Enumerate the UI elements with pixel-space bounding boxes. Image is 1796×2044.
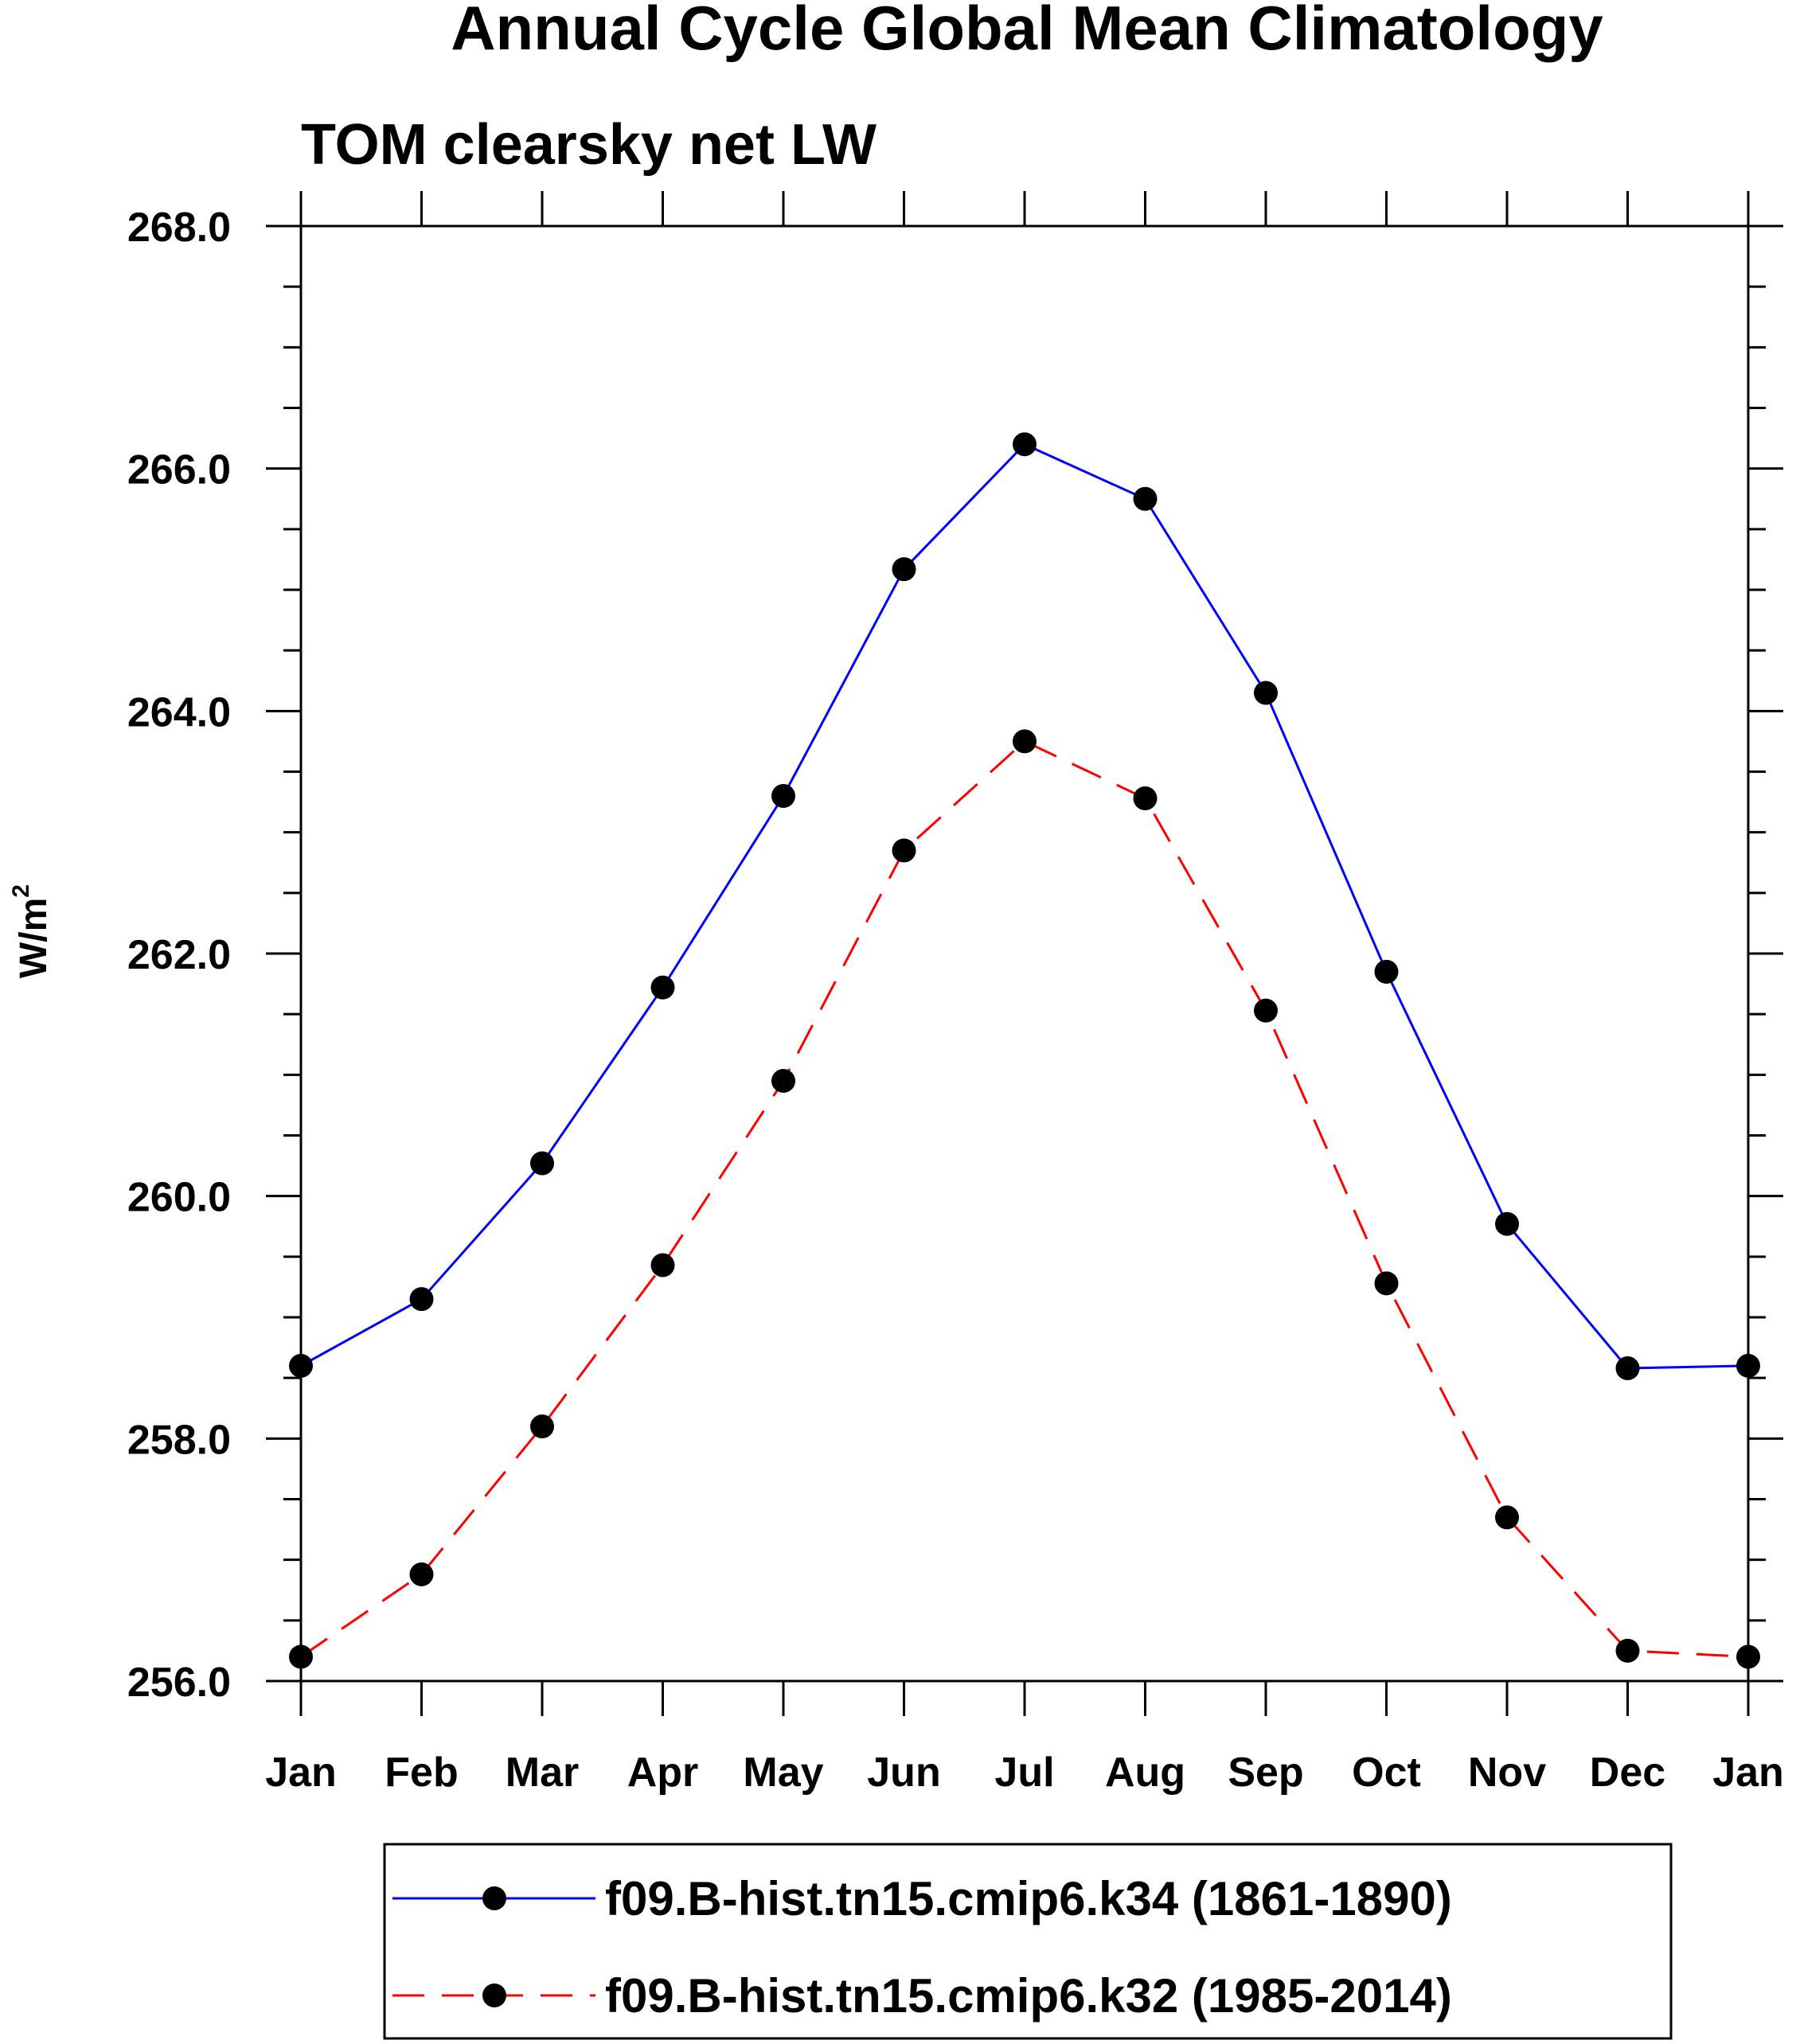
legend: f09.B-hist.tn15.cmip6.k34 (1861-1890) f09… xyxy=(383,1843,1673,2040)
y-tick-label: 266.0 xyxy=(127,447,231,493)
data-point xyxy=(1013,729,1037,754)
chart-title: Annual Cycle Global Mean Climatology xyxy=(451,0,1603,63)
x-tick-label: Sep xyxy=(1228,1749,1303,1796)
data-point xyxy=(1615,1356,1640,1380)
x-tick-label: Jul xyxy=(994,1749,1054,1796)
series-line-2 xyxy=(300,739,1749,1658)
y-axis-label-exponent: 2 xyxy=(8,884,34,898)
series-line-1 xyxy=(300,443,1749,1370)
legend-marker-2 xyxy=(482,1984,506,2007)
x-tick-label: Apr xyxy=(627,1749,699,1796)
data-point xyxy=(289,1644,313,1669)
data-point xyxy=(892,838,916,863)
data-point xyxy=(1495,1211,1519,1236)
data-point xyxy=(892,557,916,582)
data-point xyxy=(1254,998,1278,1023)
data-point xyxy=(1254,681,1278,705)
x-tick-label: Aug xyxy=(1105,1749,1185,1796)
x-tick-label: Jun xyxy=(867,1749,940,1796)
x-tick-label: Oct xyxy=(1352,1749,1421,1796)
y-axis-label-unit: W/m xyxy=(13,898,55,978)
data-point xyxy=(1133,786,1158,811)
legend-box xyxy=(383,1843,1673,2040)
x-tick-label: Feb xyxy=(385,1749,458,1796)
data-point xyxy=(1495,1505,1519,1530)
x-tick-label: Jan xyxy=(1712,1749,1784,1796)
data-point xyxy=(1374,959,1399,984)
chart-subtitle: TOM clearsky net LW xyxy=(301,113,877,177)
legend-marker-1 xyxy=(482,1886,506,1910)
legend-label-1: f09.B-hist.tn15.cmip6.k34 (1861-1890) xyxy=(605,1872,1452,1925)
data-point xyxy=(409,1562,434,1586)
y-tick-label: 268.0 xyxy=(127,205,231,251)
series-layer xyxy=(289,432,1760,1669)
y-tick-label: 262.0 xyxy=(127,932,231,978)
data-point xyxy=(650,975,675,1000)
x-tick-label: Mar xyxy=(506,1749,579,1796)
legend-label-2: f09.B-hist.tn15.cmip6.k32 (1985-2014) xyxy=(605,1969,1452,2023)
y-tick-label: 264.0 xyxy=(127,689,231,735)
legend-entries: f09.B-hist.tn15.cmip6.k34 (1861-1890) f09… xyxy=(392,1872,1452,2023)
data-point xyxy=(1013,432,1037,457)
y-axis-label: W/m2 xyxy=(8,884,55,978)
data-point xyxy=(1133,486,1158,511)
data-point xyxy=(530,1151,554,1176)
x-tick-label: Jan xyxy=(265,1749,337,1796)
x-tick-label: Dec xyxy=(1590,1749,1665,1796)
y-tick-label: 260.0 xyxy=(127,1175,231,1221)
y-tick-label: 256.0 xyxy=(127,1660,231,1706)
data-point xyxy=(771,783,795,808)
x-tick-label: May xyxy=(743,1749,823,1796)
data-point xyxy=(1374,1271,1399,1296)
data-point xyxy=(289,1353,313,1378)
data-point xyxy=(1736,1644,1760,1669)
data-point xyxy=(1615,1638,1640,1663)
data-point xyxy=(409,1287,434,1312)
data-point xyxy=(530,1414,554,1439)
y-tick-label: 258.0 xyxy=(127,1417,231,1463)
data-point xyxy=(771,1068,795,1093)
data-point xyxy=(1736,1353,1760,1378)
axes: Jan Feb Mar Apr May Jun Jul Aug Sep Oct Nov Dec Jan 2… xyxy=(127,191,1784,1796)
data-point xyxy=(650,1253,675,1278)
x-tick-label: Nov xyxy=(1468,1749,1546,1796)
